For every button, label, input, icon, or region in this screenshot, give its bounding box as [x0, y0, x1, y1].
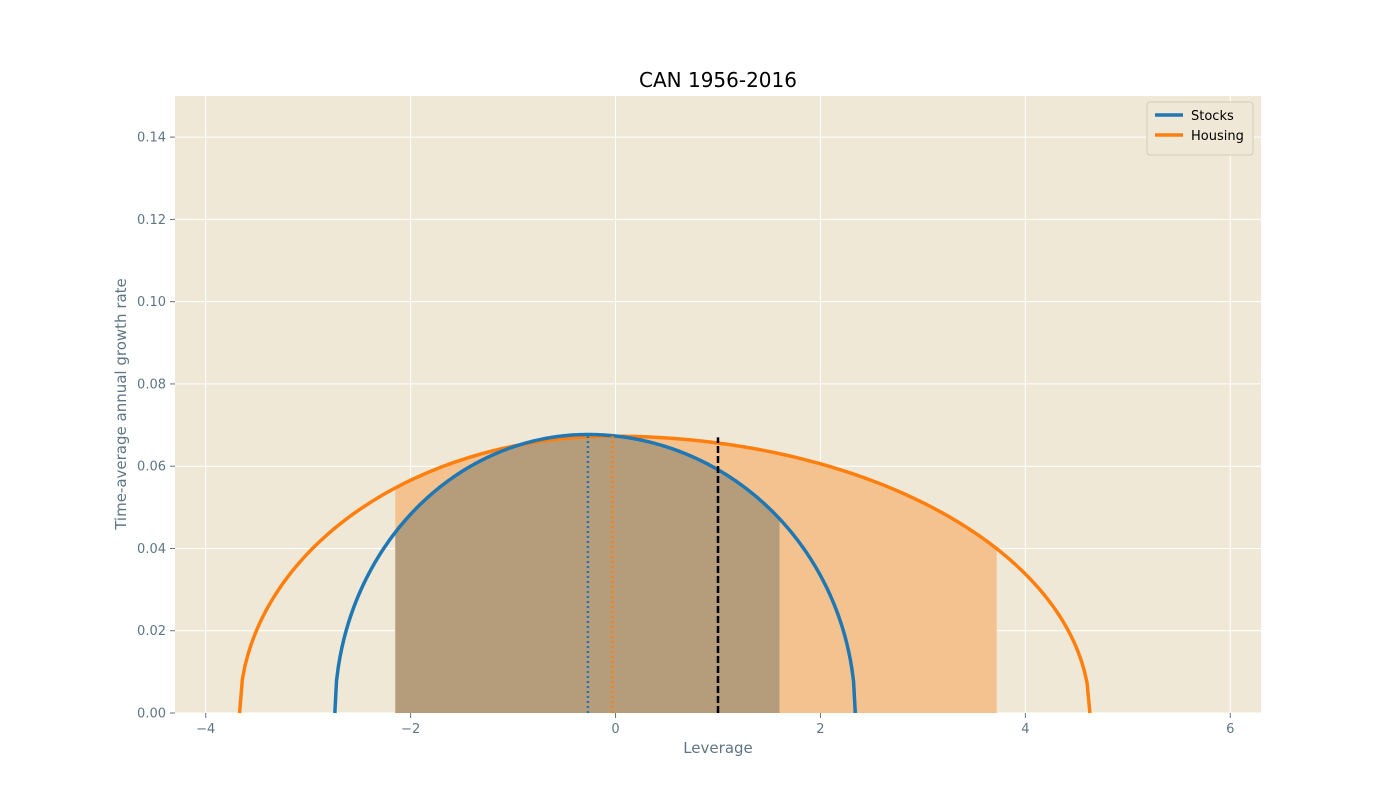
y-tick-label: 0.10 [137, 295, 166, 310]
y-tick-label: 0.02 [137, 624, 166, 639]
y-tick-label: 0.12 [137, 213, 166, 228]
y-tick-label: 0.06 [137, 460, 166, 475]
x-tick-label: −4 [196, 722, 215, 737]
y-axis-label: Time-average annual growth rate [112, 278, 130, 531]
y-tick-label: 0.08 [137, 377, 166, 392]
y-tick-label: 0.04 [137, 542, 166, 557]
shaded-region-stocks [395, 434, 780, 713]
series-line-housing [237, 434, 1092, 714]
legend-label-housing: Housing [1191, 129, 1244, 144]
x-tick-label: 4 [1021, 722, 1029, 737]
tick-layer: −4 −2 0 2 4 6 0.00 0.02 0.04 0.06 0.08 0.10 0.12 0.14 [137, 131, 1234, 737]
x-tick-label: 2 [816, 722, 824, 737]
y-tick-label: 0.00 [137, 707, 166, 722]
y-tick-label: 0.14 [137, 131, 166, 146]
legend: Stocks Housing [1146, 101, 1254, 156]
legend-label-stocks: Stocks [1191, 109, 1234, 124]
chart-title: CAN 1956-2016 [639, 68, 797, 92]
series-line-stocks [333, 432, 858, 714]
x-tick-label: 6 [1226, 722, 1234, 737]
x-tick-label: −2 [401, 722, 420, 737]
x-axis-label: Leverage [683, 739, 753, 757]
x-tick-label: 0 [611, 722, 619, 737]
reference-lines-layer [586, 434, 720, 713]
line-layer [237, 432, 1092, 714]
